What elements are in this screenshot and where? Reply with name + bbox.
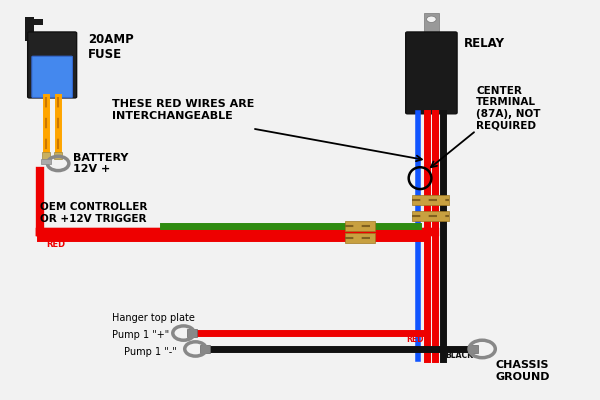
Bar (187, 329, 197, 337)
Text: THESE RED WIRES ARE
INTERCHANGEABLE: THESE RED WIRES ARE INTERCHANGEABLE (112, 99, 254, 120)
FancyBboxPatch shape (406, 32, 457, 114)
Bar (25, 17, 34, 41)
Text: Pump 1 "+": Pump 1 "+" (112, 330, 169, 340)
Bar (42, 152, 50, 160)
Bar (345, 233, 374, 242)
Bar (412, 211, 449, 221)
Bar (54, 152, 62, 160)
Bar (345, 221, 374, 230)
Text: BLACK: BLACK (445, 351, 473, 360)
Text: 20AMP
FUSE: 20AMP FUSE (88, 33, 134, 61)
FancyBboxPatch shape (28, 32, 77, 98)
Bar (200, 345, 210, 353)
Circle shape (427, 16, 436, 22)
FancyBboxPatch shape (32, 56, 73, 98)
Text: OEM CONTROLLER
OR +12V TRIGGER: OEM CONTROLLER OR +12V TRIGGER (40, 202, 148, 224)
Bar (412, 195, 449, 205)
Text: Pump 1 "-": Pump 1 "-" (124, 347, 176, 357)
Bar (41, 159, 51, 164)
Bar (25, 19, 43, 25)
Bar (424, 13, 439, 37)
Bar (469, 345, 478, 353)
Text: RED: RED (406, 335, 424, 344)
Text: RELAY: RELAY (464, 36, 505, 50)
Text: CENTER
TERMINAL
(87A), NOT
REQUIRED: CENTER TERMINAL (87A), NOT REQUIRED (476, 86, 541, 130)
Text: BATTERY
12V +: BATTERY 12V + (73, 153, 128, 174)
Text: Hanger top plate: Hanger top plate (112, 313, 195, 323)
Text: RED: RED (46, 240, 65, 249)
Text: CHASSIS
GROUND: CHASSIS GROUND (496, 360, 550, 382)
